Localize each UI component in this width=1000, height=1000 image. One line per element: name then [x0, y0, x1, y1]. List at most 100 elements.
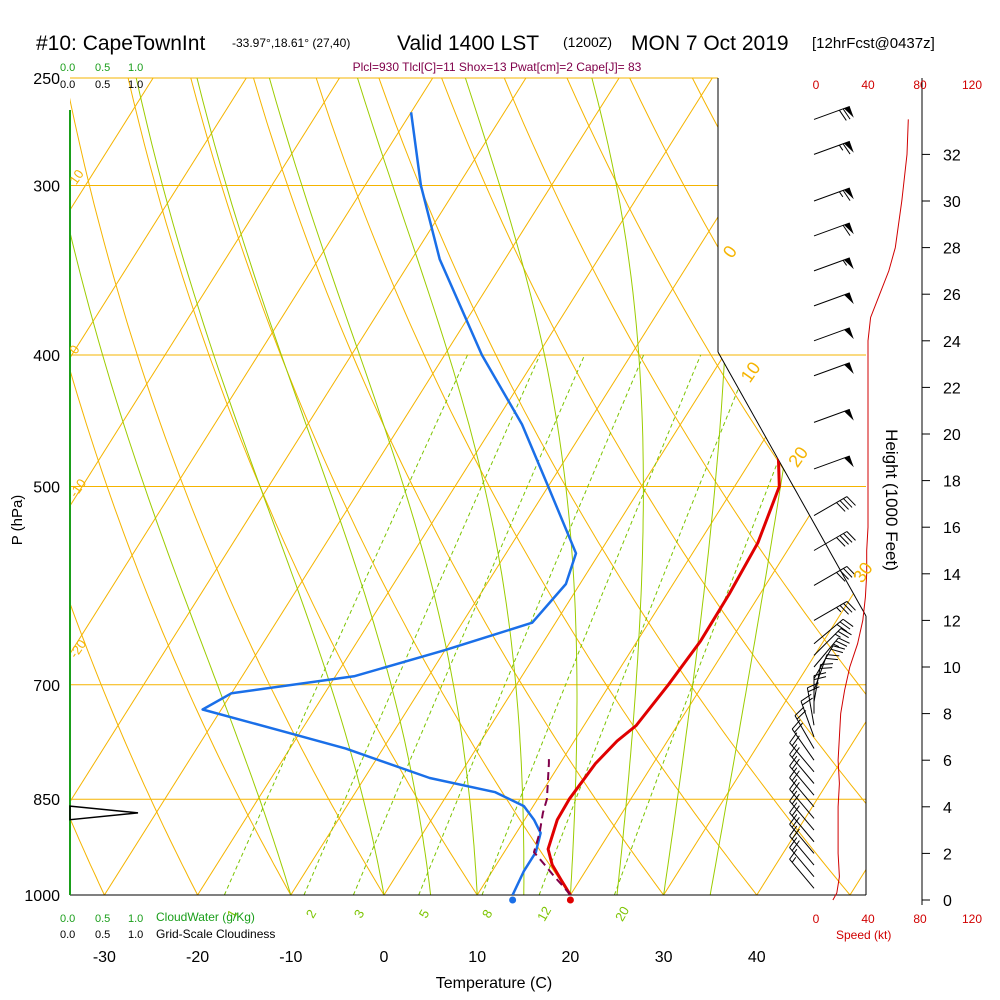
isotherm: [70, 78, 340, 895]
wind-barb-flag: [846, 531, 856, 541]
wind-barb: [789, 767, 815, 808]
dry-adiabat: [70, 78, 292, 895]
dry-adiabat: [441, 78, 866, 895]
height-tick-8: 8: [943, 707, 952, 724]
cloudwater-tick-top-0: 0.0: [60, 62, 75, 74]
cloudwater-tick-bottom-05: 0.5: [95, 913, 110, 925]
pressure-tick-250: 250: [33, 71, 60, 88]
isotherm: [103, 78, 620, 895]
moist-adiabat: [135, 78, 385, 895]
wind-barb-flag: [830, 648, 844, 654]
moist-adiabat: [70, 78, 292, 895]
wind-barb-shaft: [789, 765, 815, 796]
wind-barb-shaft: [813, 257, 850, 272]
wind-barb-shaft: [813, 105, 850, 120]
cloudwater-tick-bottom-1: 1.0: [128, 913, 143, 925]
height-tick-14: 14: [943, 567, 961, 584]
wind-barb-flag: [791, 770, 800, 782]
wind-barb-flag: [837, 630, 849, 639]
moist-adiabat: [464, 78, 578, 895]
wind-barb-flag: [836, 572, 846, 582]
mixing-ratio-label: 2: [303, 907, 320, 921]
wind-barb-flag: [789, 779, 798, 790]
cloudiness-label: Grid-Scale Cloudiness: [156, 927, 275, 941]
wind-barb-shaft: [813, 531, 848, 551]
parcel-profile: [533, 756, 572, 895]
mixing-ratio-line: [303, 354, 541, 895]
wind-barb-flag: [820, 663, 833, 666]
wind-barb-pennant: [844, 223, 854, 235]
wind-barb-flag: [836, 537, 846, 547]
wind-barb-shaft: [800, 701, 815, 738]
wind-barb-flag: [794, 706, 805, 717]
wind-barb-flag: [843, 568, 853, 578]
isotherm: [756, 78, 866, 895]
isotherm: [663, 78, 866, 895]
wind-barb-flag: [789, 790, 798, 802]
pressure-tick-300: 300: [33, 178, 60, 195]
wind-barb-flag: [800, 693, 812, 702]
mixing-ratio-label: 12: [534, 904, 554, 924]
wind-barb-pennant: [844, 327, 854, 340]
wind-barb-pennant: [844, 257, 854, 270]
wind-barb-flag: [791, 805, 800, 816]
wind-barb-flag: [789, 848, 798, 860]
wind-barb-pennant: [844, 106, 854, 118]
wind-barb-pennant: [844, 409, 854, 421]
height-axis-title: Height (1000 Feet): [882, 429, 901, 571]
height-tick-24: 24: [943, 334, 961, 351]
wind-barb: [789, 837, 815, 878]
wind-barb-pennant: [844, 362, 854, 374]
wind-barb: [789, 732, 815, 773]
dewpoint-profile: [201, 112, 578, 895]
temperature-tick-0: 0: [380, 949, 389, 966]
wind-barb-flag: [789, 767, 798, 778]
wind-barb-flag: [843, 533, 853, 543]
mixing-ratio-label: 20: [612, 904, 632, 924]
wind-barb: [813, 327, 854, 342]
temperature-tick-30: 30: [655, 949, 673, 966]
forecast-date: MON 7 Oct 2019: [631, 32, 789, 55]
station-coords: -33.97°,18.61° (27,40): [232, 36, 350, 50]
wind-barb: [789, 813, 815, 854]
utc-time: (1200Z): [563, 34, 612, 50]
wind-barb-flag: [842, 108, 851, 120]
wind-barb-flag: [791, 793, 800, 805]
wind-barb-halfflag: [838, 191, 844, 198]
wind-barb-flag: [791, 719, 801, 730]
wind-barb-flag: [843, 498, 853, 508]
forecast-info: [12hrFcst@0437z]: [812, 35, 935, 52]
wind-barb-shaft: [789, 742, 815, 773]
wind-barb-flag: [791, 758, 800, 770]
wind-barb-flag: [839, 500, 849, 510]
wind-barb-shaft: [813, 637, 839, 668]
wind-barb-shaft: [789, 789, 815, 819]
wind-barb: [791, 719, 815, 761]
wind-barb-shaft: [789, 858, 815, 889]
mixing-ratio-label: 8: [479, 907, 496, 921]
isotherm: [70, 78, 434, 895]
wind-barb-shaft: [813, 362, 850, 377]
wind-barb-flag: [789, 837, 798, 848]
wind-barb: [813, 531, 856, 551]
height-tick-2: 2: [943, 846, 952, 863]
wind-barb-flag: [836, 624, 848, 633]
wind-barb-flag: [791, 782, 800, 793]
wind-barb-flag: [842, 618, 854, 627]
sounding-params: Plcl=930 Tlcl[C]=11 Shox=13 Pwat[cm]=2 C…: [353, 60, 642, 74]
wind-barb: [813, 672, 827, 714]
dry-adiabat-label: 30: [849, 558, 877, 586]
wind-barb: [813, 645, 846, 679]
wind-barb-shaft: [789, 823, 815, 854]
wind-barb-shaft: [813, 566, 848, 586]
wind-barb-flag: [791, 828, 800, 840]
moist-adiabat: [357, 78, 525, 895]
wind-barb: [806, 682, 820, 726]
cloudiness-tick-top-05: 0.5: [95, 79, 110, 91]
cloudwater-tick-bottom-0: 0.0: [60, 913, 75, 925]
dry-adiabat-label: 10: [737, 358, 765, 386]
wind-barb-halfflag: [833, 643, 840, 648]
wind-barb: [813, 566, 856, 586]
speed-tick-top-40: 40: [861, 78, 875, 92]
mixing-ratio-line: [613, 354, 820, 895]
